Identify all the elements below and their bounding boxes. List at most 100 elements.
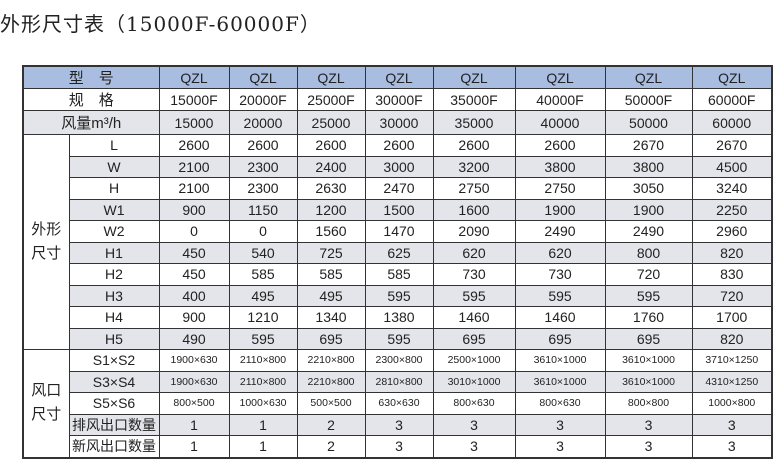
value-cell: 2300×800: [364, 349, 434, 372]
value-cell: 3: [691, 413, 773, 436]
shape-group-row: H2 450 585 585 585 730 730 720 830: [23, 263, 773, 286]
spec-cell: 30000F: [364, 88, 434, 111]
spec-row: 规 格 15000F 20000F 25000F 30000F 35000F 40000F 5…: [22, 88, 773, 111]
value-cell: 4500: [691, 155, 773, 178]
value-cell: 3610×1000: [514, 349, 606, 372]
shape-group-row: W 2100 2300 2400 3000 3200 3800 3800 4500: [23, 155, 773, 178]
value-cell: 2600: [228, 134, 298, 157]
value-cell: 1760: [604, 306, 693, 329]
row-name-cell: H4: [68, 306, 160, 329]
value-cell: 3710×1250: [691, 349, 773, 372]
value-cell: 3610×1000: [604, 370, 693, 393]
value-cell: 540: [228, 241, 298, 264]
value-cell: 490: [158, 327, 230, 350]
spec-cell: 20000F: [228, 88, 298, 111]
value-cell: 1460: [514, 306, 606, 329]
value-cell: 2: [296, 413, 366, 436]
value-cell: 2250: [691, 198, 773, 221]
value-cell: 3: [432, 413, 516, 436]
value-cell: 1340: [296, 306, 366, 329]
row-name-cell: 新风出口数量: [68, 435, 160, 458]
value-cell: 1900: [514, 198, 606, 221]
value-cell: 2400: [296, 155, 366, 178]
model-cell: QZL: [691, 65, 773, 89]
value-cell: 695: [604, 327, 693, 350]
value-cell: 3050: [604, 177, 693, 200]
spec-label: 规 格: [22, 88, 160, 111]
value-cell: 2: [296, 435, 366, 458]
airflow-cell: 50000: [604, 110, 693, 135]
value-cell: 3240: [691, 177, 773, 200]
value-cell: 585: [296, 263, 366, 286]
value-cell: 595: [432, 284, 516, 307]
value-cell: 2630: [296, 177, 366, 200]
outlet-group-label: 风口 尺寸: [22, 349, 70, 458]
value-cell: 2750: [432, 177, 516, 200]
value-cell: 800×500: [158, 392, 230, 415]
value-cell: 1380: [364, 306, 434, 329]
model-cell: QZL: [364, 65, 434, 89]
value-cell: 400: [158, 284, 230, 307]
outlet-group-row: 新风出口数量 1 1 2 3 3 3 3 3: [23, 435, 773, 458]
value-cell: 450: [158, 241, 230, 264]
value-cell: 695: [432, 327, 516, 350]
value-cell: 730: [514, 263, 606, 286]
value-cell: 725: [296, 241, 366, 264]
row-name-cell: H5: [68, 327, 160, 350]
value-cell: 2600: [296, 134, 366, 157]
airflow-cell: 30000: [364, 110, 434, 135]
shape-group-label: 外形 尺寸: [22, 134, 70, 350]
group-label-line: 外形: [31, 221, 62, 238]
value-cell: 800×800: [604, 392, 693, 415]
spec-cell: 35000F: [432, 88, 516, 111]
value-cell: 4310×1250: [691, 370, 773, 393]
value-cell: 2110×800: [228, 349, 298, 372]
shape-group-row: H 2100 2300 2630 2470 2750 2750 3050 3240: [23, 177, 773, 200]
value-cell: 800×630: [514, 392, 606, 415]
value-cell: 1600: [432, 198, 516, 221]
value-cell: 1900×630: [158, 349, 230, 372]
model-cell: QZL: [604, 65, 693, 89]
airflow-label-text: 风量m³/h: [61, 115, 122, 132]
airflow-cell: 60000: [691, 110, 773, 135]
airflow-cell: 20000: [228, 110, 298, 135]
model-label: 型 号: [22, 65, 160, 89]
spec-cell: 50000F: [604, 88, 693, 111]
value-cell: 1460: [432, 306, 516, 329]
airflow-cell: 15000: [158, 110, 230, 135]
value-cell: 3: [364, 435, 434, 458]
value-cell: 0: [228, 220, 298, 243]
airflow-row: 风量m³/h 15000 20000 25000 30000 35000 40000 5000…: [22, 110, 773, 135]
value-cell: 625: [364, 241, 434, 264]
value-cell: 3: [604, 435, 693, 458]
row-name-cell: H3: [68, 284, 160, 307]
spec-cell: 25000F: [296, 88, 366, 111]
value-cell: 3800: [604, 155, 693, 178]
value-cell: 2600: [158, 134, 230, 157]
value-cell: 1000×800: [691, 392, 773, 415]
value-cell: 3800: [514, 155, 606, 178]
value-cell: 595: [364, 284, 434, 307]
value-cell: 2210×800: [296, 370, 366, 393]
value-cell: 695: [514, 327, 606, 350]
value-cell: 1: [228, 413, 298, 436]
shape-group-row: 外形 尺寸 L 2600 2600 2600 2600 2600 2600 2670 2670: [22, 134, 773, 350]
value-cell: 2090: [432, 220, 516, 243]
value-cell: 595: [604, 284, 693, 307]
value-cell: 3610×1000: [514, 370, 606, 393]
model-cell: QZL: [514, 65, 606, 89]
value-cell: 1: [228, 435, 298, 458]
value-cell: 2490: [514, 220, 606, 243]
value-cell: 2100: [158, 177, 230, 200]
model-cell: QZL: [158, 65, 230, 89]
value-cell: 1560: [296, 220, 366, 243]
value-cell: 830: [691, 263, 773, 286]
value-cell: 3: [432, 435, 516, 458]
value-cell: 585: [228, 263, 298, 286]
shape-group-row: W1 900 1150 1200 1500 1600 1900 1900 2250: [23, 198, 773, 221]
value-cell: 2750: [514, 177, 606, 200]
value-cell: 2960: [691, 220, 773, 243]
group-label-line: 风口: [31, 382, 62, 400]
value-cell: 2670: [691, 134, 773, 157]
row-name-cell: S5×S6: [68, 392, 160, 415]
